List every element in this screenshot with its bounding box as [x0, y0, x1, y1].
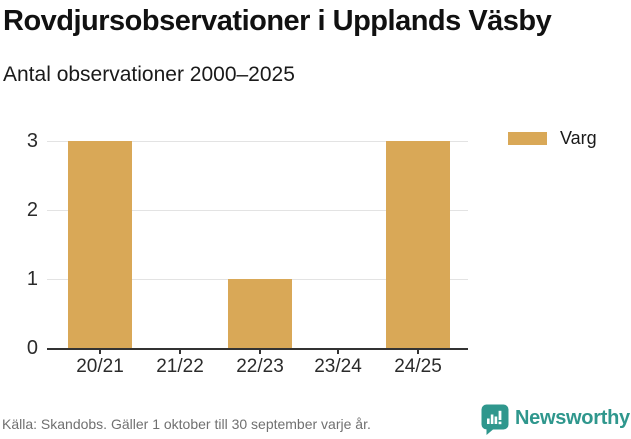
x-tick-22/23	[259, 348, 261, 354]
newsworthy-wordmark: Newsworthy	[515, 407, 630, 429]
x-tick-23/24	[337, 348, 339, 354]
legend-label-varg: Varg	[560, 128, 597, 148]
bar-24/25	[386, 141, 450, 348]
x-axis-line	[47, 348, 468, 350]
x-axis-label-21/22: 21/22	[156, 356, 204, 377]
y-axis-label-2: 2	[26, 199, 38, 221]
newsworthy-logo: Newsworthy	[481, 404, 630, 435]
x-axis-label-20/21: 20/21	[76, 356, 124, 377]
x-tick-21/22	[179, 348, 181, 354]
x-axis-label-24/25: 24/25	[394, 356, 442, 377]
y-axis-label-3: 3	[26, 130, 38, 152]
source-note: Källa: Skandobs. Gäller 1 oktober till 3…	[2, 416, 371, 432]
y-axis-label-0: 0	[26, 337, 38, 359]
y-axis-label-1: 1	[26, 268, 38, 290]
gridline-y2	[47, 210, 468, 211]
x-tick-24/25	[417, 348, 419, 354]
legend-swatch-varg	[508, 132, 547, 145]
chart-subtitle: Antal observationer 2000–2025	[3, 63, 295, 86]
gridline-y3	[47, 141, 468, 142]
legend: Varg	[508, 128, 597, 149]
bar-22/23	[228, 279, 292, 348]
bar-20/21	[68, 141, 132, 348]
plot-area	[47, 141, 468, 350]
x-axis-label-23/24: 23/24	[314, 356, 362, 377]
chart-title: Rovdjursobservationer i Upplands Väsby	[3, 5, 552, 37]
x-axis-label-22/23: 22/23	[236, 356, 284, 377]
newsworthy-bubble-chart-icon	[481, 404, 509, 435]
x-tick-20/21	[99, 348, 101, 354]
